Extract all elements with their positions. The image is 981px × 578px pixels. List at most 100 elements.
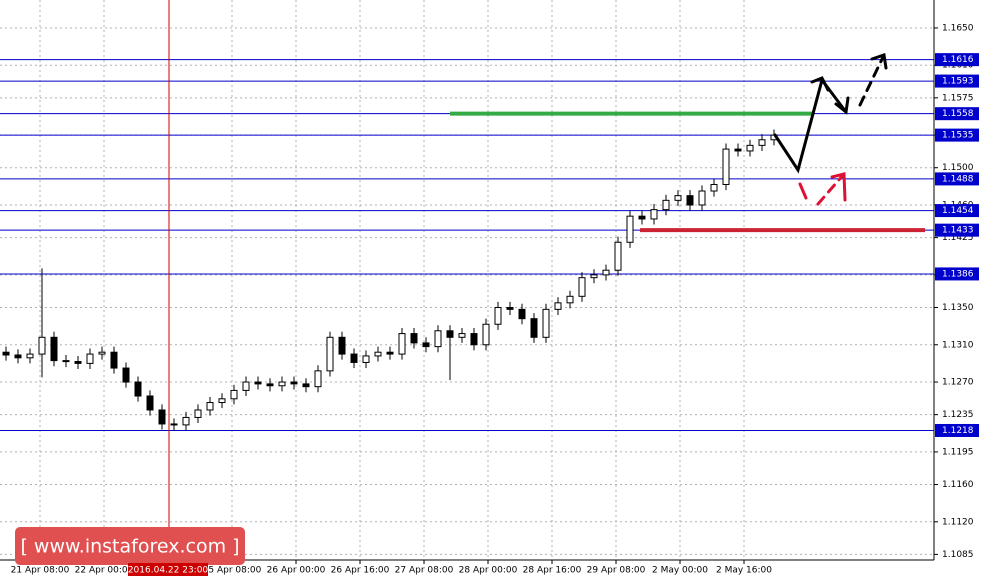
candle-body <box>158 409 166 425</box>
y-tick-label: 1.1160 <box>942 480 974 490</box>
candle-body <box>134 381 142 397</box>
level-label: 1.1386 <box>942 269 974 279</box>
candle-body <box>626 215 634 243</box>
candle-body <box>614 241 622 271</box>
x-tick-label: 26 Apr 00:00 <box>267 566 326 576</box>
candle-body <box>542 308 550 338</box>
candle-body <box>650 209 658 220</box>
candle-body <box>182 416 190 426</box>
candle-body <box>398 333 406 355</box>
candle-body <box>326 336 334 372</box>
candle-body <box>62 360 70 363</box>
y-tick-label: 1.1575 <box>942 93 974 103</box>
watermark-box <box>15 527 245 565</box>
candle-body <box>494 306 502 325</box>
candle-body <box>722 148 730 185</box>
candle-body <box>674 195 682 201</box>
x-tick-label: 25 Apr 08:00 <box>203 566 262 576</box>
x-tick-label: 22 Apr 00:00 <box>75 566 134 576</box>
candle-body <box>482 323 490 346</box>
level-label-bg <box>935 53 979 67</box>
y-tick-label: 1.1235 <box>942 410 974 420</box>
candle-body <box>530 318 538 338</box>
candle-body <box>386 351 394 355</box>
candle-body <box>506 306 514 310</box>
cursor-label-bg <box>128 563 208 576</box>
level-label-bg <box>935 172 979 186</box>
y-tick-label: 1.1650 <box>942 23 974 33</box>
forecast-path <box>773 76 848 174</box>
y-tick-label: 1.1270 <box>942 378 974 388</box>
candle-body <box>566 295 574 304</box>
candle-body <box>350 353 358 363</box>
candle-body <box>446 330 454 338</box>
candle-body <box>122 367 130 383</box>
candle-body <box>86 353 94 364</box>
candle-body <box>38 336 46 355</box>
cursor-label: 2016.04.22 23:00 <box>128 566 209 576</box>
y-tick-label: 1.1195 <box>942 447 974 457</box>
level-label: 1.1558 <box>942 109 974 119</box>
level-label-bg <box>935 223 979 237</box>
y-tick-label: 1.1425 <box>942 233 974 243</box>
levels <box>0 59 934 431</box>
x-tick-label: 27 Apr 08:00 <box>395 566 454 576</box>
candle-body <box>206 402 214 411</box>
candle-body <box>146 395 154 411</box>
candle-body <box>26 353 34 359</box>
x-tick-label: 2 May 00:00 <box>652 566 708 576</box>
candle-body <box>98 351 106 355</box>
level-label: 1.1433 <box>942 226 974 236</box>
candle-body <box>218 398 226 404</box>
candles <box>2 129 778 431</box>
level-label-bg <box>935 128 979 142</box>
candle-body <box>314 370 322 388</box>
candle-body <box>434 330 442 348</box>
x-tick-label: 26 Apr 16:00 <box>331 566 390 576</box>
candle-body <box>362 355 370 363</box>
candle-body <box>242 381 250 391</box>
candle-body <box>254 381 262 385</box>
x-tick-label: 28 Apr 00:00 <box>459 566 518 576</box>
candle-body <box>74 361 82 364</box>
candle-body <box>194 409 202 418</box>
candle-body <box>698 190 706 206</box>
level-label-bg <box>935 204 979 218</box>
arrow-head <box>810 76 830 92</box>
candle-body <box>554 302 562 310</box>
level-label-bg <box>935 267 979 281</box>
arrow-head <box>834 96 850 115</box>
candle-body <box>278 381 286 387</box>
candle-body <box>662 199 670 211</box>
candle-body <box>230 389 238 400</box>
candle-body <box>518 308 526 320</box>
candle-body <box>50 336 58 362</box>
candle-body <box>458 333 466 338</box>
x-tick-label: 21 Apr 08:00 <box>11 566 70 576</box>
candle-body <box>746 144 754 152</box>
level-label-bg <box>935 107 979 121</box>
candle-body <box>578 277 586 297</box>
candle-body <box>374 351 382 357</box>
x-tick-label: 29 Apr 08:00 <box>587 566 646 576</box>
x-tick-label: 28 Apr 16:00 <box>523 566 582 576</box>
level-label-bg <box>935 74 979 88</box>
candle-body <box>2 351 10 356</box>
candle-body <box>170 423 178 426</box>
candle-body <box>470 333 478 346</box>
candle-body <box>602 269 610 276</box>
level-label: 1.1616 <box>942 55 974 65</box>
forecast-alt <box>798 182 808 200</box>
arrow-head <box>870 53 888 70</box>
candle-body <box>302 383 310 388</box>
level-label: 1.1218 <box>942 426 974 436</box>
y-tick-label: 1.1120 <box>942 517 974 527</box>
level-label: 1.1593 <box>942 77 974 87</box>
x-tick-label: 2 May 16:00 <box>716 566 772 576</box>
y-tick-label: 1.1350 <box>942 303 974 313</box>
level-label: 1.1535 <box>942 131 974 141</box>
candle-body <box>410 333 418 344</box>
candle-body <box>590 274 598 279</box>
forecast-dashed <box>858 53 886 107</box>
arrow-head <box>830 172 847 202</box>
